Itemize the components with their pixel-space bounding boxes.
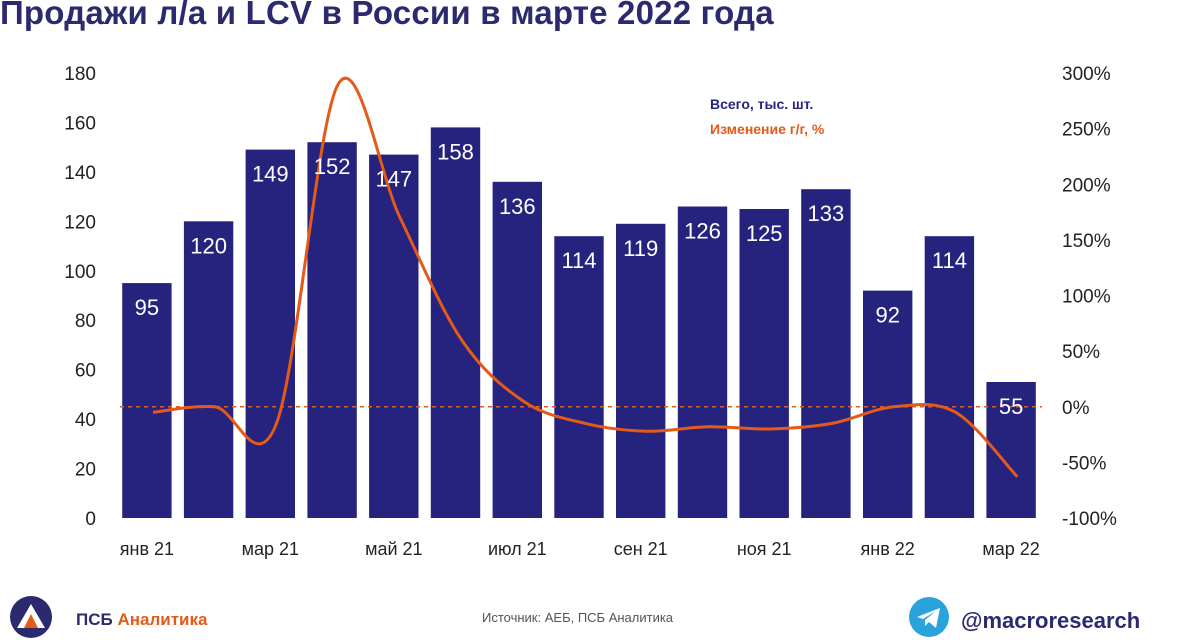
- bar-label: 114: [932, 248, 967, 273]
- y-right-tick-label: 50%: [1062, 342, 1100, 363]
- bar-фев 22: [924, 236, 975, 518]
- y-left-tick-label: 140: [64, 163, 96, 184]
- y-left-tick-label: 80: [75, 311, 96, 332]
- y-right-tick-label: -50%: [1062, 453, 1106, 474]
- x-tick-label: июл 21: [488, 539, 547, 559]
- brand-accent: Аналитика: [117, 610, 208, 629]
- y-left-tick-label: 40: [75, 410, 96, 431]
- bar-label: 120: [190, 233, 227, 258]
- y-left-tick-label: 180: [64, 64, 96, 85]
- y-right-tick-label: -100%: [1062, 509, 1117, 530]
- bar-label: 55: [999, 394, 1023, 419]
- bar-label: 92: [875, 303, 899, 328]
- bar-label: 149: [252, 162, 289, 187]
- bar-июн 21: [430, 127, 481, 519]
- y-left-tick-label: 120: [64, 212, 96, 233]
- bar-янв 21: [122, 283, 172, 518]
- bar-авг 21: [554, 236, 604, 518]
- x-tick-label: янв 21: [120, 539, 174, 559]
- y-left-tick-label: 20: [75, 460, 96, 481]
- x-tick-label: мар 22: [982, 539, 1039, 559]
- chart-title: Продажи л/а и LCV в России в марте 2022 …: [0, 0, 774, 31]
- bar-label: 136: [499, 194, 536, 219]
- psb-logo-icon: [10, 596, 52, 638]
- telegram-handle: @macroresearch: [961, 608, 1141, 633]
- bar-май 21: [369, 154, 419, 518]
- y-left-tick-label: 60: [75, 361, 96, 382]
- bar-окт 21: [677, 206, 728, 518]
- legend-total: Всего, тыс. шт.: [710, 96, 814, 112]
- footer-brand: ПСБ Аналитика: [8, 594, 268, 638]
- telegram-icon: [909, 597, 949, 637]
- bar-мар 21: [245, 149, 295, 518]
- y-right-tick-label: 300%: [1062, 64, 1111, 85]
- bar-label: 152: [314, 154, 351, 179]
- yoy-change-line: [152, 76, 1019, 478]
- source-note: Источник: АЕБ, ПСБ Аналитика: [482, 610, 674, 625]
- bar-ноя 21: [739, 209, 789, 518]
- bar-апр 21: [307, 142, 357, 518]
- brand-name: ПСБ Аналитика: [76, 610, 207, 630]
- y-right-tick-label: 100%: [1062, 287, 1111, 308]
- bar-label: 147: [375, 167, 412, 192]
- bar-фев 21: [183, 221, 234, 519]
- y-right-tick-label: 200%: [1062, 175, 1111, 196]
- legend-yoy: Изменение г/г, %: [710, 121, 825, 137]
- bar-label: 119: [623, 236, 658, 261]
- bar-label: 95: [135, 295, 159, 320]
- x-tick-label: мар 21: [242, 539, 299, 559]
- x-tick-label: янв 22: [861, 539, 915, 559]
- y-left-tick-label: 100: [64, 262, 96, 283]
- y-left-tick-label: 0: [85, 509, 96, 530]
- bar-label: 126: [684, 219, 721, 244]
- y-right-tick-label: 150%: [1062, 231, 1111, 252]
- y-left-tick-label: 160: [64, 113, 96, 134]
- bar-дек 21: [801, 189, 851, 518]
- x-tick-label: сен 21: [614, 539, 668, 559]
- bar-label: 125: [746, 221, 783, 246]
- y-right-tick-label: 250%: [1062, 120, 1111, 141]
- brand-main: ПСБ: [76, 610, 113, 629]
- bar-сен 21: [616, 223, 666, 519]
- bar-label: 158: [437, 139, 474, 164]
- x-tick-label: ноя 21: [737, 539, 792, 559]
- x-tick-label: май 21: [365, 539, 422, 559]
- bar-label: 114: [561, 248, 596, 273]
- bar-label: 133: [808, 201, 845, 226]
- y-right-tick-label: 0%: [1062, 398, 1090, 419]
- telegram-link[interactable]: @macroresearch: [908, 596, 1198, 637]
- bar-июл 21: [492, 181, 542, 519]
